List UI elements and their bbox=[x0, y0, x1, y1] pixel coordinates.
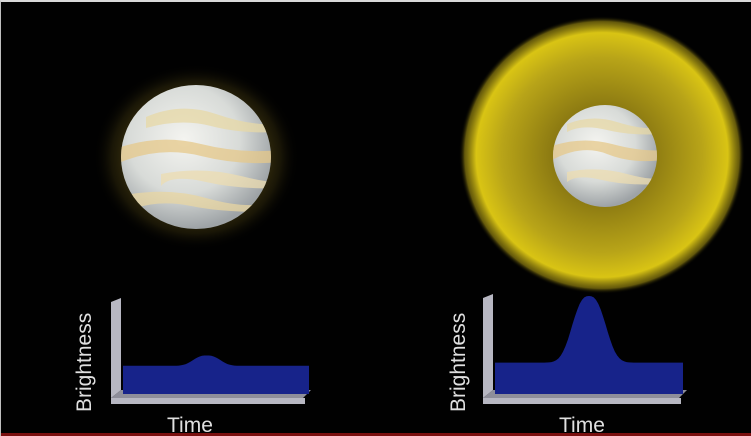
right-brightness-curve bbox=[495, 296, 683, 394]
left-y-axis-label: Brightness bbox=[73, 312, 96, 412]
left-brightness-graph bbox=[111, 298, 311, 404]
left-y-axis bbox=[111, 298, 121, 398]
right-x-axis bbox=[483, 398, 681, 404]
right-brightness-graph bbox=[483, 294, 687, 404]
bottom-border-strip bbox=[1, 433, 751, 436]
right-y-axis bbox=[483, 294, 493, 398]
right-x-axis-label: Time bbox=[559, 414, 605, 436]
right-planet-bands bbox=[553, 118, 657, 185]
left-planet-illustration bbox=[93, 64, 299, 250]
right-y-axis-label: Brightness bbox=[447, 312, 470, 412]
left-x-axis-label: Time bbox=[167, 414, 213, 436]
left-brightness-curve bbox=[123, 355, 309, 394]
right-planet-illustration bbox=[459, 16, 745, 294]
left-x-axis bbox=[111, 398, 305, 404]
left-planet-bands bbox=[121, 108, 271, 212]
